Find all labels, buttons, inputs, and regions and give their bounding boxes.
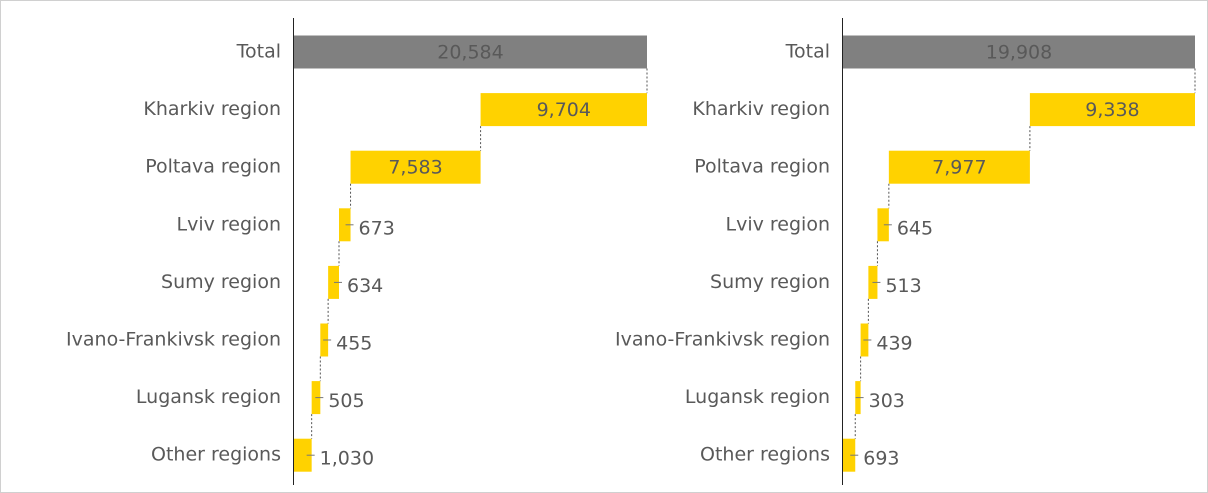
value-label: 505 <box>328 390 364 412</box>
category-label: Poltava region <box>145 156 281 178</box>
category-label: Kharkiv region <box>692 98 830 120</box>
value-label: 303 <box>869 390 905 412</box>
value-label: 693 <box>863 448 899 470</box>
bar <box>843 438 856 472</box>
value-label: 19,908 <box>986 42 1052 64</box>
bar <box>328 265 339 299</box>
bar <box>480 93 647 127</box>
category-label: Other regions <box>151 444 281 466</box>
value-label: 9,338 <box>1085 99 1139 121</box>
category-label: Ivano-Frankivsk region <box>66 329 281 351</box>
bar <box>350 150 481 184</box>
category-label: Other regions <box>700 444 830 466</box>
category-label: Kharkiv region <box>143 98 281 120</box>
value-label: 20,584 <box>437 42 503 64</box>
total-bar <box>843 35 1195 69</box>
bar <box>338 208 351 242</box>
category-label: Total <box>785 41 830 63</box>
value-label: 7,583 <box>388 157 442 179</box>
value-label: 7,977 <box>932 157 986 179</box>
value-label: 673 <box>359 217 395 239</box>
bar <box>294 438 312 472</box>
category-label: Sumy region <box>161 271 281 293</box>
value-label: 645 <box>897 217 933 239</box>
category-label: Lugansk region <box>685 386 830 408</box>
value-label: 455 <box>336 333 372 355</box>
value-label: 513 <box>885 275 921 297</box>
total-bar <box>294 35 647 69</box>
bar <box>877 208 889 242</box>
bar <box>1029 93 1195 127</box>
category-label: Lviv region <box>726 213 830 235</box>
category-label: Total <box>236 41 281 63</box>
value-label: 439 <box>876 333 912 355</box>
category-label: Lviv region <box>177 213 281 235</box>
value-label: 634 <box>347 275 383 297</box>
value-label: 9,704 <box>537 99 591 121</box>
category-label: Poltava region <box>694 156 830 178</box>
category-label: Ivano-Frankivsk region <box>615 329 830 351</box>
category-label: Lugansk region <box>136 386 281 408</box>
value-label: 1,030 <box>320 448 374 470</box>
bar <box>888 150 1030 184</box>
category-label: Sumy region <box>710 271 830 293</box>
